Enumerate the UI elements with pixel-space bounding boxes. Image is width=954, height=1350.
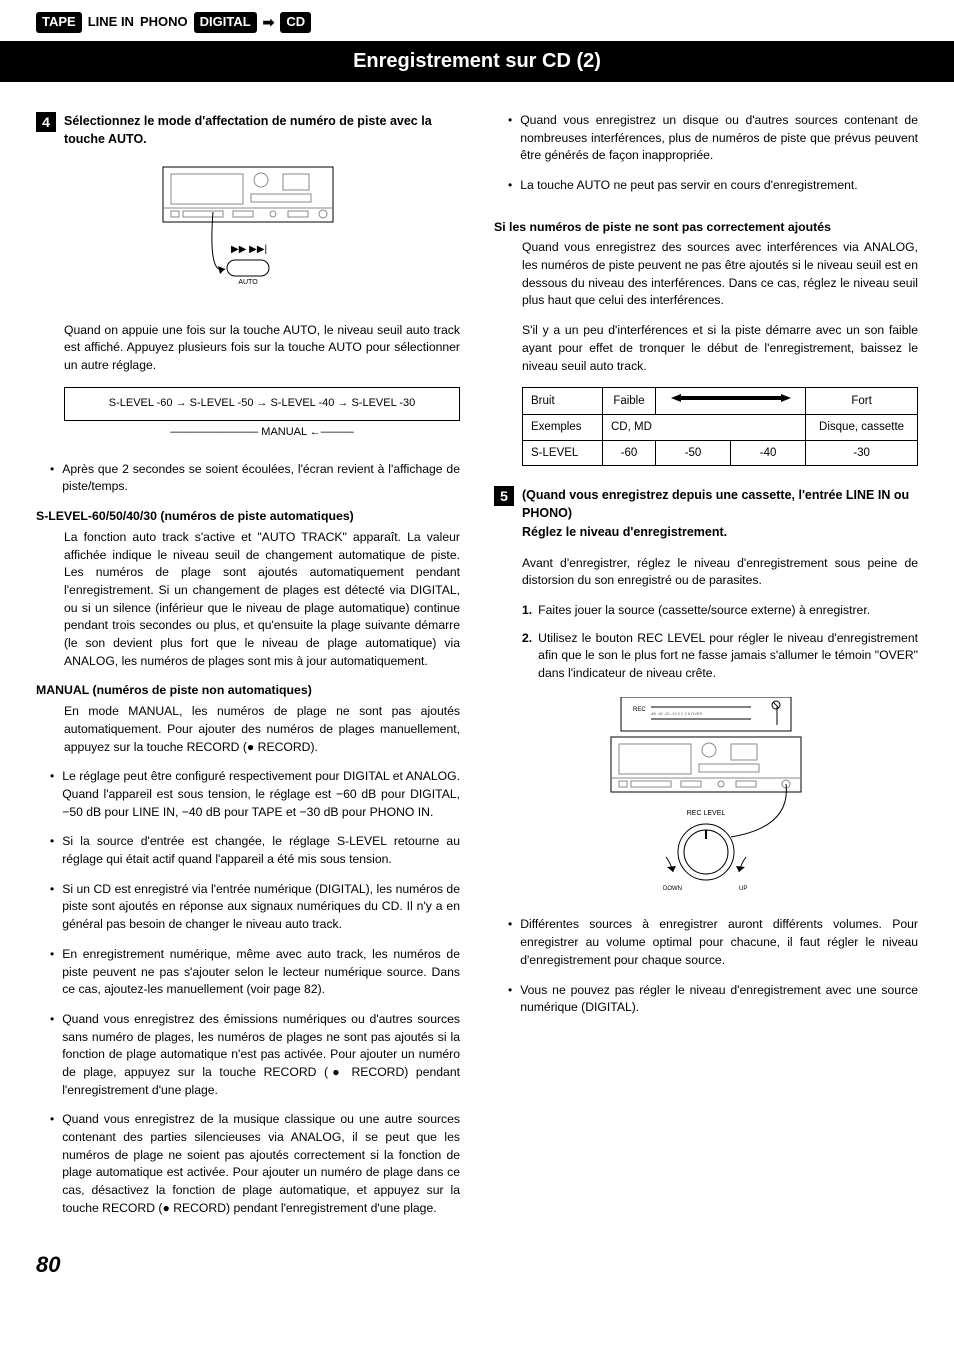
table-row: Bruit Faible Fort — [523, 388, 918, 415]
bt: Quand vous enregistrez un disque ou d'au… — [520, 112, 918, 165]
table-row: S-LEVEL -60 -50 -40 -30 — [523, 440, 918, 466]
t1: (Quand vous enregistrez depuis une casse… — [522, 488, 909, 520]
wrong-tracks-head: Si les numéros de piste ne sont pas corr… — [494, 219, 918, 237]
s4-bullet-3: En enregistrement numérique, même avec a… — [36, 946, 460, 999]
table-row: Exemples CD, MD Disque, cassette — [523, 414, 918, 440]
svg-text:REC LEVEL: REC LEVEL — [687, 810, 726, 817]
list-item: 1.Faites jouer la source (cassette/sourc… — [522, 602, 918, 620]
step-4-header: 4 Sélectionnez le mode d'affectation de … — [36, 112, 460, 148]
step5-list: 1.Faites jouer la source (cassette/sourc… — [494, 602, 918, 683]
s4-bullet-1: Si la source d'entrée est changée, le ré… — [36, 833, 460, 868]
cell: -60 — [603, 440, 656, 466]
noise-table: Bruit Faible Fort Exemples CD, MD Disque… — [522, 387, 918, 466]
step-title: (Quand vous enregistrez depuis une casse… — [522, 486, 918, 540]
cell: Faible — [603, 388, 656, 415]
bt: La touche AUTO ne peut pas servir en cou… — [520, 177, 918, 195]
manual-text: MANUAL — [261, 426, 306, 438]
s4-bullet-2: Si un CD est enregistré via l'entrée num… — [36, 881, 460, 934]
gradient-cell — [655, 388, 805, 415]
bullet-text: Après que 2 secondes se soient écoulées,… — [62, 461, 460, 496]
wrong-tracks-p2: S'il y a un peu d'interférences et si la… — [494, 322, 918, 375]
li-text: Faites jouer la source (cassette/source … — [538, 602, 870, 620]
cell: Disque, cassette — [806, 414, 918, 440]
rec-level-diagram: REC dB -30 -20 -10 0 2 4 6 OVER — [494, 697, 918, 903]
slevel-subhead: S-LEVEL-60/50/40/30 (numéros de piste au… — [36, 508, 460, 526]
cell: Exemples — [523, 414, 603, 440]
step5-p1: Avant d'enregistrer, réglez le niveau d'… — [494, 555, 918, 590]
t2: Réglez le niveau d'enregistrement. — [522, 525, 727, 539]
page-title: Enregistrement sur CD (2) — [0, 41, 954, 82]
svg-text:dB -30 -20 -10 0 2 4: dB -30 -20 -10 0 2 4 6 OVER — [651, 711, 702, 716]
source-badges: TAPE LINE IN PHONO DIGITAL ➡ CD — [36, 12, 918, 33]
step4-para1: Quand on appuie une fois sur la touche A… — [36, 322, 460, 375]
cell: Bruit — [523, 388, 603, 415]
r-bullet-1: La touche AUTO ne peut pas servir en cou… — [494, 177, 918, 195]
remote-auto-diagram: ▶▶ ▶▶| AUTO — [36, 162, 460, 308]
bt: En enregistrement numérique, même avec a… — [62, 946, 460, 999]
bt: Le réglage peut être configuré respectiv… — [62, 768, 460, 821]
left-column: 4 Sélectionnez le mode d'affectation de … — [36, 112, 460, 1230]
bt: Si la source d'entrée est changée, le ré… — [62, 833, 460, 868]
bt: Vous ne pouvez pas régler le niveau d'en… — [520, 982, 918, 1017]
step-title: Sélectionnez le mode d'affectation de nu… — [64, 112, 460, 148]
wrong-tracks-p1: Quand vous enregistrez des sources avec … — [494, 239, 918, 310]
slevel-flow: S-LEVEL -60 → S-LEVEL -50 → S-LEVEL -40 … — [64, 387, 460, 421]
cell: Fort — [806, 388, 918, 415]
cell: S-LEVEL — [523, 440, 603, 466]
svg-text:UP: UP — [739, 886, 747, 892]
svg-text:DOWN: DOWN — [663, 886, 682, 892]
svg-text:▶▶ ▶▶|: ▶▶ ▶▶| — [231, 244, 267, 255]
svg-text:REC: REC — [633, 707, 646, 713]
s4-bullet-4: Quand vous enregistrez des émissions num… — [36, 1011, 460, 1099]
cd-badge: CD — [280, 12, 311, 33]
step-number: 5 — [494, 486, 514, 506]
bt: Quand vous enregistrez des émissions num… — [62, 1011, 460, 1099]
s5-bullet-1: Vous ne pouvez pas régler le niveau d'en… — [494, 982, 918, 1017]
bt: Quand vous enregistrez de la musique cla… — [62, 1111, 460, 1217]
tape-badge: TAPE — [36, 12, 82, 33]
list-item: 2.Utilisez le bouton REC LEVEL pour régl… — [522, 630, 918, 683]
cell: CD, MD — [603, 414, 806, 440]
bullet-after-flow: Après que 2 secondes se soient écoulées,… — [36, 461, 460, 496]
bt: Différentes sources à enregistrer auront… — [520, 916, 918, 969]
manual-body: En mode MANUAL, les numéros de plage ne … — [36, 703, 460, 756]
flow-text: S-LEVEL -60 → S-LEVEL -50 → S-LEVEL -40 … — [109, 397, 416, 409]
arrow-icon: ➡ — [263, 12, 275, 32]
s4-bullet-5: Quand vous enregistrez de la musique cla… — [36, 1111, 460, 1217]
manual-subhead: MANUAL (numéros de piste non automatique… — [36, 682, 460, 700]
bt: Si un CD est enregistré via l'entrée num… — [62, 881, 460, 934]
digital-badge: DIGITAL — [194, 12, 257, 33]
step-5-header: 5 (Quand vous enregistrez depuis une cas… — [494, 486, 918, 540]
li-text: Utilisez le bouton REC LEVEL pour régler… — [538, 630, 918, 683]
slevel-body: La fonction auto track s'active et "AUTO… — [36, 529, 460, 671]
s5-bullet-0: Différentes sources à enregistrer auront… — [494, 916, 918, 969]
r-bullet-0: Quand vous enregistrez un disque ou d'au… — [494, 112, 918, 165]
phono-badge: PHONO — [140, 13, 188, 32]
cell: -40 — [731, 440, 806, 466]
page-number: 80 — [36, 1249, 918, 1281]
line-in-badge: LINE IN — [88, 13, 134, 32]
cell: -50 — [655, 440, 730, 466]
s4-bullet-0: Le réglage peut être configuré respectiv… — [36, 768, 460, 821]
flow-manual: ———————— MANUAL ←——— — [64, 425, 460, 447]
right-column: Quand vous enregistrez un disque ou d'au… — [494, 112, 918, 1230]
svg-text:AUTO: AUTO — [238, 279, 258, 286]
step-number: 4 — [36, 112, 56, 132]
cell: -30 — [806, 440, 918, 466]
